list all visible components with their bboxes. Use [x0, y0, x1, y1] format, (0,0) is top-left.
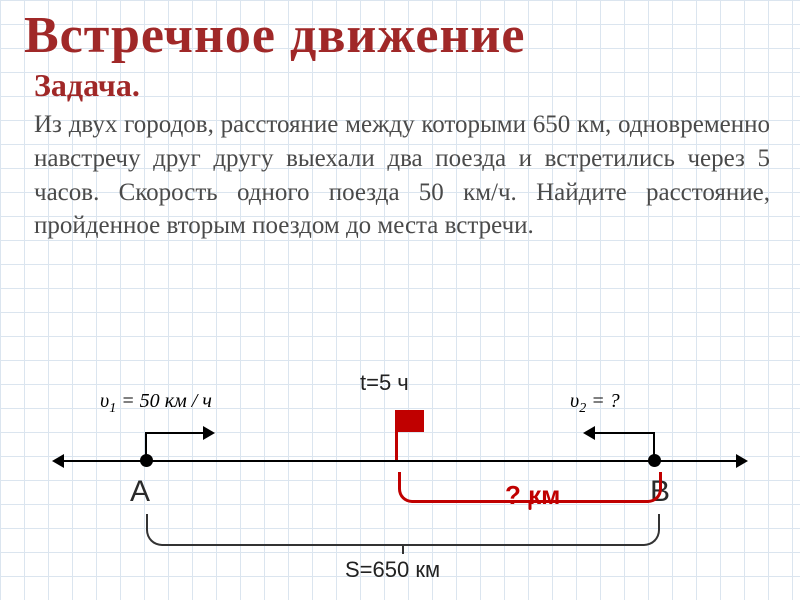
- motion-diagram: t=5 ч υ1 = 50 км / ч υ2 = ? А В ? км S=6…: [0, 380, 800, 590]
- point-b-dot: [648, 454, 661, 467]
- v2-formula: υ2 = ?: [570, 390, 620, 417]
- problem-subtitle: Задача.: [24, 67, 776, 104]
- total-distance-brace: [146, 514, 660, 546]
- page-title: Встречное движение: [24, 6, 776, 65]
- total-distance-label: S=650 км: [345, 557, 440, 583]
- problem-text: Из двух городов, расстояние между которы…: [24, 108, 776, 243]
- time-label: t=5 ч: [360, 370, 409, 396]
- v1-formula: υ1 = 50 км / ч: [100, 390, 212, 417]
- content-area: Встречное движение Задача. Из двух город…: [0, 0, 800, 243]
- unknown-distance-label: ? км: [505, 480, 560, 511]
- point-a-label: А: [130, 475, 150, 509]
- point-a-dot: [140, 454, 153, 467]
- line-right-arrow-icon: [736, 454, 748, 468]
- number-line: [60, 460, 740, 462]
